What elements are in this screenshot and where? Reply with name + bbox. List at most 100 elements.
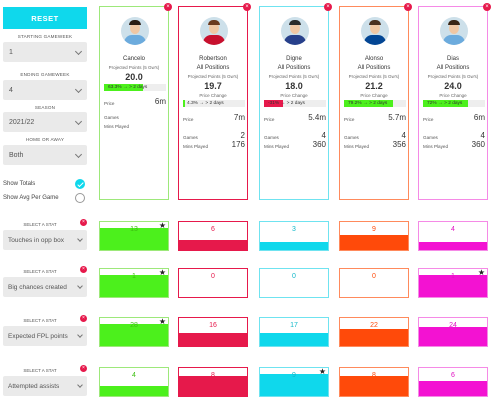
remove-stat-icon[interactable]: × <box>80 219 87 226</box>
ending-gameweek-value: 4 <box>9 86 13 94</box>
chevron-down-icon <box>77 332 83 338</box>
remove-player-icon[interactable]: × <box>164 3 172 11</box>
select-stat-label: SELECT A STAT <box>23 368 57 373</box>
remove-player-icon[interactable]: × <box>404 3 412 11</box>
stat-bar-fill <box>340 376 408 396</box>
price-row: Price 6m <box>423 113 485 122</box>
stat-select[interactable]: Big chances created <box>3 277 87 297</box>
player-name: Digne <box>286 56 302 62</box>
stat-value-box: 16 <box>178 317 248 347</box>
mins-row: Mins Played 176 <box>183 140 245 149</box>
stat-value: 1 <box>451 273 455 280</box>
stat-select-value: Attempted assists <box>8 382 60 390</box>
games-row: Games <box>104 115 166 120</box>
price-change-label: Price Change <box>360 93 388 98</box>
remove-player-icon[interactable]: × <box>243 3 251 11</box>
stat-value-box: 13 ★ <box>99 221 169 251</box>
remove-stat-icon[interactable]: × <box>80 266 87 273</box>
stat-bar-fill <box>260 242 328 250</box>
projected-points-label: Projected Points (5 Gw's) <box>427 74 479 79</box>
remove-player-icon[interactable]: × <box>324 3 332 11</box>
stat-value: 4 <box>451 226 455 233</box>
stat-value: 22 <box>370 322 378 329</box>
star-icon: ★ <box>477 268 485 277</box>
price-value: 5.4m <box>308 113 326 122</box>
stat-select[interactable]: Attempted assists <box>3 376 87 396</box>
price-change-fill <box>104 84 144 91</box>
price-label: Price <box>104 101 115 106</box>
show-avg-checkbox[interactable] <box>75 193 85 203</box>
projected-points-value: 18.0 <box>285 81 303 91</box>
price-change-label: Price Change <box>439 93 467 98</box>
projected-points-value: 20.0 <box>125 72 143 82</box>
select-stat-label: SELECT A STAT <box>23 318 57 323</box>
show-totals-label: Show Totals <box>3 181 36 187</box>
player-card[interactable]: × Digne All Positions Projected Points (5 G… <box>259 3 332 200</box>
games-label: Games <box>423 135 438 140</box>
stat-value: 16 <box>209 322 217 329</box>
stat-value-box: 22 <box>339 317 409 347</box>
stat-value-box: 6 <box>178 221 248 251</box>
price-change-fill <box>183 100 186 107</box>
star-icon: ★ <box>158 268 166 277</box>
stat-bar-fill <box>419 327 487 346</box>
mins-value: 360 <box>312 140 326 149</box>
starting-gameweek-select[interactable]: 1 <box>3 42 87 62</box>
price-change-text: 4.3% → > 2 days <box>187 101 224 106</box>
player-card[interactable]: × Cancelo Projected Points (5 Gw's) 20.0 63.… <box>99 3 172 200</box>
player-name: Dias <box>446 56 459 62</box>
home-away-value: Both <box>9 151 24 159</box>
remove-stat-icon[interactable]: × <box>80 315 87 322</box>
show-totals-checkbox[interactable] <box>75 179 85 189</box>
avatar-shirt <box>364 35 386 45</box>
chevron-down-icon <box>77 382 83 388</box>
stat-value-box: 0 <box>339 268 409 298</box>
stat-value-box: 9 <box>339 221 409 251</box>
chevron-down-icon <box>77 283 83 289</box>
remove-player-icon[interactable]: × <box>483 3 491 11</box>
season-select[interactable]: 2021/22 <box>3 112 87 132</box>
player-card[interactable]: × Alonso All Positions Projected Points (5 … <box>339 3 412 200</box>
stat-value-box: 0 <box>259 268 329 298</box>
stat-bar-fill <box>179 240 247 250</box>
stat-value-box: 3 <box>259 221 329 251</box>
avatar-head <box>130 22 140 34</box>
avatar-hair <box>129 20 141 25</box>
price-change-text: 72% → > 2 days <box>427 101 463 106</box>
mins-row: Mins Played 360 <box>423 140 485 149</box>
star-icon: ★ <box>318 367 326 376</box>
home-away-select[interactable]: Both <box>3 145 87 165</box>
stat-value-box: 4 <box>418 221 488 251</box>
stat-value: 17 <box>290 322 298 329</box>
select-stat-label: SELECT A STAT <box>23 269 57 274</box>
star-icon: ★ <box>158 221 166 230</box>
reset-button[interactable]: RESET <box>3 7 87 29</box>
stat-bar-fill <box>100 324 168 346</box>
stat-select-value: Big chances created <box>8 283 67 291</box>
avatar-hair <box>369 20 381 25</box>
avatar-hair <box>448 20 460 25</box>
player-card[interactable]: × Robertson All Positions Projected Points … <box>178 3 251 200</box>
ending-gameweek-select[interactable]: 4 <box>3 80 87 100</box>
mins-label: Mins Played <box>183 144 209 149</box>
price-change-text: -31% → > 2 days <box>268 101 305 106</box>
stat-value: 0 <box>292 273 296 280</box>
price-value: 6m <box>473 113 485 122</box>
stat-bar-fill <box>100 228 168 250</box>
projected-points-value: 21.2 <box>365 81 383 91</box>
show-avg-toggle[interactable]: Show Avg Per Game <box>3 193 87 203</box>
player-avatar <box>440 17 468 45</box>
games-label: Games <box>344 135 359 140</box>
avatar-shirt <box>443 35 465 45</box>
stat-value-box: 1 ★ <box>418 268 488 298</box>
stat-select[interactable]: Touches in opp box <box>3 230 87 250</box>
stat-bar-fill <box>260 374 328 396</box>
stat-select[interactable]: Expected FPL points <box>3 326 87 346</box>
price-change-label: Price Change <box>280 93 308 98</box>
price-value: 7m <box>233 113 245 122</box>
show-totals-toggle[interactable]: Show Totals <box>3 179 87 189</box>
avatar-shirt <box>203 35 225 45</box>
remove-stat-icon[interactable]: × <box>80 365 87 372</box>
stat-value: 13 <box>130 226 138 233</box>
player-card[interactable]: × Dias All Positions Projected Points (5 Gw… <box>418 3 491 200</box>
